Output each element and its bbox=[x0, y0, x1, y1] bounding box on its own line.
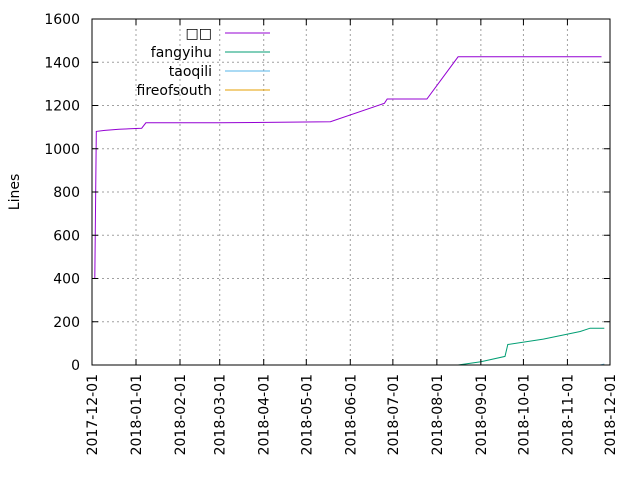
legend: □□ fangyihu taoqili fireofsouth bbox=[137, 26, 270, 99]
y-tick-label: 1600 bbox=[44, 12, 80, 28]
x-tick-label: 2018-12-01 bbox=[603, 374, 619, 455]
x-tick-label: 2018-06-01 bbox=[343, 374, 359, 455]
x-tick-label: 2018-11-01 bbox=[560, 374, 576, 455]
series-line bbox=[94, 56, 602, 279]
x-tick-label: 2018-10-01 bbox=[516, 374, 532, 455]
axis-ticks: 0 200 400 600 800 1000 1200 1400 1600 2017-12-01 2… bbox=[44, 12, 619, 455]
series-line bbox=[458, 327, 605, 366]
x-tick-label: 2017-12-01 bbox=[85, 374, 101, 455]
y-tick-label: 400 bbox=[53, 272, 80, 288]
y-tick-label: 1000 bbox=[44, 142, 80, 158]
x-tick-label: 2018-09-01 bbox=[474, 374, 490, 455]
y-tick-label: 600 bbox=[53, 228, 80, 244]
series-lines bbox=[94, 56, 605, 366]
x-tick-label: 2018-08-01 bbox=[430, 374, 446, 455]
legend-label: fireofsouth bbox=[137, 83, 212, 99]
legend-label: □□ bbox=[186, 26, 212, 42]
x-tick-label: 2018-02-01 bbox=[173, 374, 189, 455]
y-tick-label: 0 bbox=[71, 358, 80, 374]
grid-lines bbox=[92, 19, 610, 365]
y-tick-label: 1400 bbox=[44, 55, 80, 71]
x-tick-label: 2018-01-01 bbox=[129, 374, 145, 455]
x-tick-label: 2018-03-01 bbox=[213, 374, 229, 455]
y-tick-label: 200 bbox=[53, 315, 80, 331]
y-tick-label: 1200 bbox=[44, 99, 80, 115]
x-tick-label: 2018-05-01 bbox=[299, 374, 315, 455]
legend-label: taoqili bbox=[169, 64, 212, 80]
x-tick-label: 2018-04-01 bbox=[257, 374, 273, 455]
legend-label: fangyihu bbox=[151, 45, 212, 61]
y-tick-label: 800 bbox=[53, 185, 80, 201]
y-axis-label: Lines bbox=[7, 174, 23, 210]
x-tick-label: 2018-07-01 bbox=[386, 374, 402, 455]
